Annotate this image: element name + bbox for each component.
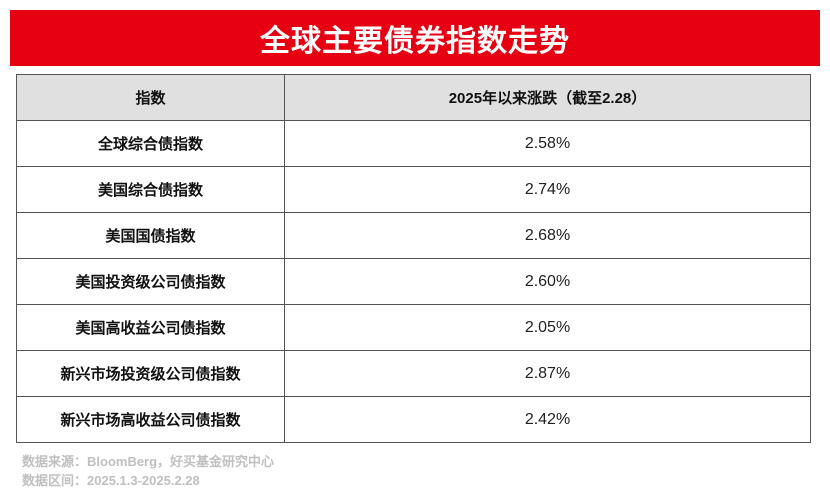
- table-row: 全球综合债指数 2.58%: [16, 120, 811, 167]
- index-change: 2.68%: [284, 212, 811, 259]
- table-row: 美国高收益公司债指数 2.05%: [16, 304, 811, 351]
- index-name: 美国国债指数: [16, 212, 285, 259]
- table-row: 新兴市场高收益公司债指数 2.42%: [16, 396, 811, 443]
- title-banner: 全球主要债券指数走势: [10, 10, 820, 66]
- index-name: 新兴市场高收益公司债指数: [16, 396, 285, 443]
- index-change: 2.74%: [284, 166, 811, 213]
- bond-index-table: 指数 2025年以来涨跌（截至2.28） 全球综合债指数 2.58% 美国综合债…: [16, 74, 811, 443]
- index-name: 美国综合债指数: [16, 166, 285, 213]
- table-row: 美国综合债指数 2.74%: [16, 166, 811, 213]
- data-range-note: 数据区间：2025.1.3-2025.2.28: [22, 473, 200, 488]
- table-row: 美国投资级公司债指数 2.60%: [16, 258, 811, 305]
- column-header-change: 2025年以来涨跌（截至2.28）: [284, 74, 811, 121]
- index-name: 美国高收益公司债指数: [16, 304, 285, 351]
- page-title: 全球主要债券指数走势: [260, 25, 570, 58]
- index-change: 2.87%: [284, 350, 811, 397]
- index-change: 2.05%: [284, 304, 811, 351]
- table-header-row: 指数 2025年以来涨跌（截至2.28）: [16, 74, 811, 121]
- index-change: 2.42%: [284, 396, 811, 443]
- column-header-index: 指数: [16, 74, 285, 121]
- index-name: 美国投资级公司债指数: [16, 258, 285, 305]
- table-row: 美国国债指数 2.68%: [16, 212, 811, 259]
- footer-notes: 数据来源：BloomBerg，好买基金研究中心 数据区间：2025.1.3-20…: [22, 452, 274, 490]
- index-change: 2.60%: [284, 258, 811, 305]
- data-source-note: 数据来源：BloomBerg，好买基金研究中心: [22, 454, 275, 469]
- index-change: 2.58%: [284, 120, 811, 167]
- index-name: 新兴市场投资级公司债指数: [16, 350, 285, 397]
- index-name: 全球综合债指数: [16, 120, 285, 167]
- table-row: 新兴市场投资级公司债指数 2.87%: [16, 350, 811, 397]
